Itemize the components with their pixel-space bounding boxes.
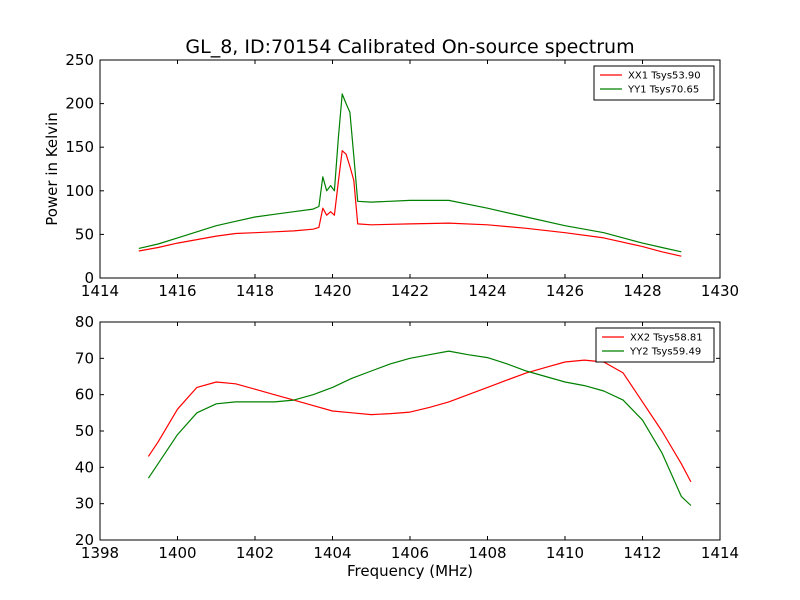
x-tick-label: 1426 bbox=[546, 282, 584, 300]
x-tick-label: 1414 bbox=[701, 544, 739, 562]
top-plot-area: 1414 1416 1418 1420 1422 1424 1426 1428 1430 0 50 1… bbox=[65, 51, 739, 300]
x-tick-label: 1404 bbox=[313, 544, 351, 562]
x-tick-label: 1430 bbox=[701, 282, 739, 300]
x-tick-label: 1408 bbox=[468, 544, 506, 562]
x-tick-label: 1410 bbox=[546, 544, 584, 562]
x-tick-label: 1418 bbox=[236, 282, 274, 300]
series-line-1-0 bbox=[147, 359, 692, 483]
top-plot: Power in Kelvin 1414 1416 1418 1420 1422 1424… bbox=[43, 51, 739, 300]
x-tick-label: 1428 bbox=[623, 282, 661, 300]
y-tick-label: 80 bbox=[75, 313, 94, 331]
top-ylabel: Power in Kelvin bbox=[43, 112, 61, 226]
x-tick-label: 1398 bbox=[81, 544, 119, 562]
x-tick-label: 1406 bbox=[391, 544, 429, 562]
legend-box bbox=[595, 327, 715, 363]
legend: XX2 Tsys58.81 YY2 Tsys59.49 bbox=[595, 327, 715, 363]
legend-box bbox=[593, 65, 715, 101]
legend-entry: XX1 Tsys53.90 bbox=[628, 71, 701, 82]
legend-entry: XX2 Tsys58.81 bbox=[630, 333, 703, 344]
x-tick-label: 1414 bbox=[81, 282, 119, 300]
y-tick-label: 40 bbox=[75, 458, 94, 476]
y-tick-label: 100 bbox=[65, 182, 94, 200]
x-tick-label: 1412 bbox=[623, 544, 661, 562]
bottom-plot-area: 1398 1400 1402 1404 1406 1408 1410 1412 1414 20 30… bbox=[75, 313, 739, 562]
series-line-1-1 bbox=[147, 350, 692, 506]
x-tick-label: 1422 bbox=[391, 282, 429, 300]
y-tick-label: 0 bbox=[84, 269, 94, 287]
y-tick-label: 30 bbox=[75, 495, 94, 513]
legend: XX1 Tsys53.90 YY1 Tsys70.65 bbox=[593, 65, 715, 101]
series-line-0-0 bbox=[138, 150, 682, 257]
x-tick-label: 1424 bbox=[468, 282, 506, 300]
legend-entry: YY1 Tsys70.65 bbox=[627, 85, 699, 96]
x-tick-label: 1416 bbox=[158, 282, 196, 300]
bottom-plot: Frequency (MHz) 1398 1400 1402 1404 1406 1408… bbox=[75, 313, 739, 580]
bottom-xlabel: Frequency (MHz) bbox=[347, 562, 473, 580]
y-tick-label: 20 bbox=[75, 531, 94, 549]
x-tick-label: 1400 bbox=[158, 544, 196, 562]
y-tick-label: 250 bbox=[65, 51, 94, 69]
y-tick-label: 200 bbox=[65, 95, 94, 113]
y-tick-label: 50 bbox=[75, 225, 94, 243]
figure-title: GL_8, ID:70154 Calibrated On-source spec… bbox=[185, 36, 634, 58]
y-tick-label: 150 bbox=[65, 138, 94, 156]
y-tick-label: 60 bbox=[75, 386, 94, 404]
series-line-0-1 bbox=[138, 93, 682, 253]
y-tick-label: 70 bbox=[75, 349, 94, 367]
legend-entry: YY2 Tsys59.49 bbox=[629, 347, 701, 358]
x-tick-label: 1402 bbox=[236, 544, 274, 562]
x-tick-label: 1420 bbox=[313, 282, 351, 300]
y-tick-label: 50 bbox=[75, 422, 94, 440]
